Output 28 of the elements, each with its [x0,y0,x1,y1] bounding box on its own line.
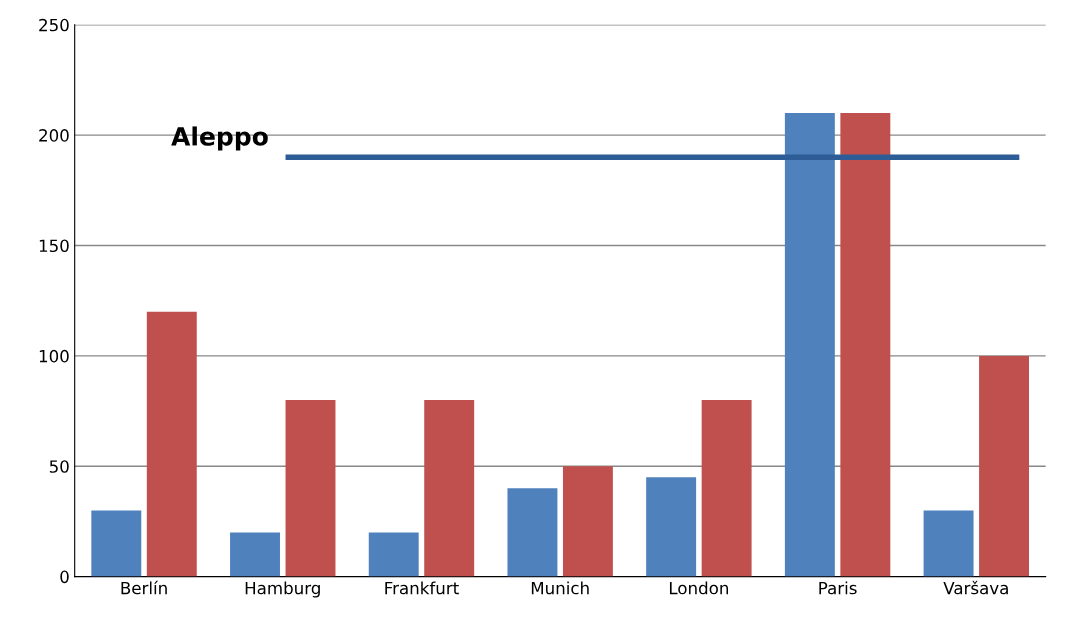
bar [701,400,752,577]
bar [424,400,475,577]
bar [646,477,697,577]
bar [285,400,336,577]
x-tick-label: Varšava [943,580,1008,595]
x-tick-label: Hamburg [245,581,320,598]
y-tick-label: 250 [39,18,69,32]
bar [840,113,891,577]
bar [91,510,142,577]
x-tick-label: London [669,581,729,595]
bar [923,510,974,577]
bar [146,311,197,577]
y-tick-label: 100 [39,349,69,363]
x-tick-label: Paris [819,581,857,595]
y-tick-label: 0 [60,570,69,584]
y-tick-label: 50 [49,460,69,473]
bar [562,466,613,577]
x-tick-label: Munich [531,581,589,595]
y-tick-label: 150 [39,239,69,253]
y-tick-label: 200 [39,129,69,142]
x-tick-label: Berlín [121,580,167,595]
bar [230,532,280,577]
bar [368,532,419,577]
ref-line-label: Aleppo [171,126,268,151]
bar [784,113,835,577]
bar [507,488,558,577]
bar [979,355,1030,577]
x-tick-label: Frankfurt [385,581,459,595]
